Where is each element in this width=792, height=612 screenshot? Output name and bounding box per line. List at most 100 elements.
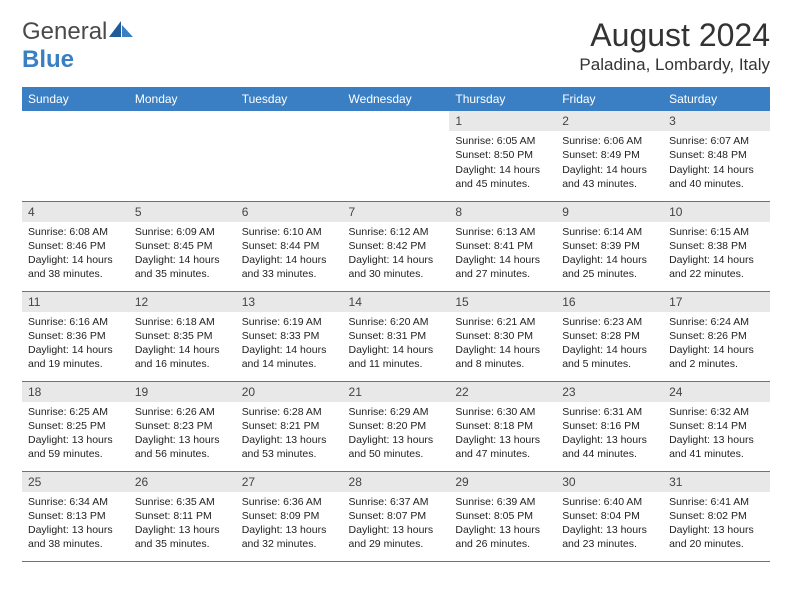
day-cell: 23Sunrise: 6:31 AMSunset: 8:16 PMDayligh…: [556, 381, 663, 471]
day-number: 6: [236, 202, 343, 222]
day-cell: 9Sunrise: 6:14 AMSunset: 8:39 PMDaylight…: [556, 201, 663, 291]
day-number: 25: [22, 472, 129, 492]
day-number: 31: [663, 472, 770, 492]
day-details: Sunrise: 6:06 AMSunset: 8:49 PMDaylight:…: [556, 131, 663, 195]
day-details: Sunrise: 6:08 AMSunset: 8:46 PMDaylight:…: [22, 222, 129, 286]
day-cell: 6Sunrise: 6:10 AMSunset: 8:44 PMDaylight…: [236, 201, 343, 291]
week-row: 4Sunrise: 6:08 AMSunset: 8:46 PMDaylight…: [22, 201, 770, 291]
day-number: 30: [556, 472, 663, 492]
day-number: 24: [663, 382, 770, 402]
day-number: 4: [22, 202, 129, 222]
day-cell: 21Sunrise: 6:29 AMSunset: 8:20 PMDayligh…: [343, 381, 450, 471]
day-cell: 2Sunrise: 6:06 AMSunset: 8:49 PMDaylight…: [556, 111, 663, 201]
day-details: Sunrise: 6:12 AMSunset: 8:42 PMDaylight:…: [343, 222, 450, 286]
day-cell: 11Sunrise: 6:16 AMSunset: 8:36 PMDayligh…: [22, 291, 129, 381]
day-number: 14: [343, 292, 450, 312]
day-details: Sunrise: 6:35 AMSunset: 8:11 PMDaylight:…: [129, 492, 236, 556]
day-number: 17: [663, 292, 770, 312]
day-number: 27: [236, 472, 343, 492]
day-cell: 5Sunrise: 6:09 AMSunset: 8:45 PMDaylight…: [129, 201, 236, 291]
day-cell: ..: [22, 111, 129, 201]
day-details: Sunrise: 6:05 AMSunset: 8:50 PMDaylight:…: [449, 131, 556, 195]
day-cell: 22Sunrise: 6:30 AMSunset: 8:18 PMDayligh…: [449, 381, 556, 471]
weekday-header: Saturday: [663, 87, 770, 111]
day-cell: 28Sunrise: 6:37 AMSunset: 8:07 PMDayligh…: [343, 471, 450, 561]
day-details: Sunrise: 6:31 AMSunset: 8:16 PMDaylight:…: [556, 402, 663, 466]
day-number: 23: [556, 382, 663, 402]
day-details: Sunrise: 6:14 AMSunset: 8:39 PMDaylight:…: [556, 222, 663, 286]
month-title: August 2024: [579, 18, 770, 53]
day-details: Sunrise: 6:10 AMSunset: 8:44 PMDaylight:…: [236, 222, 343, 286]
day-number: 20: [236, 382, 343, 402]
day-cell: 27Sunrise: 6:36 AMSunset: 8:09 PMDayligh…: [236, 471, 343, 561]
day-number: 12: [129, 292, 236, 312]
day-details: Sunrise: 6:28 AMSunset: 8:21 PMDaylight:…: [236, 402, 343, 466]
day-number: 1: [449, 111, 556, 131]
day-details: Sunrise: 6:23 AMSunset: 8:28 PMDaylight:…: [556, 312, 663, 376]
day-cell: 15Sunrise: 6:21 AMSunset: 8:30 PMDayligh…: [449, 291, 556, 381]
day-number: 22: [449, 382, 556, 402]
day-number: 2: [556, 111, 663, 131]
day-details: Sunrise: 6:41 AMSunset: 8:02 PMDaylight:…: [663, 492, 770, 556]
day-details: Sunrise: 6:30 AMSunset: 8:18 PMDaylight:…: [449, 402, 556, 466]
day-cell: 14Sunrise: 6:20 AMSunset: 8:31 PMDayligh…: [343, 291, 450, 381]
day-details: Sunrise: 6:37 AMSunset: 8:07 PMDaylight:…: [343, 492, 450, 556]
week-row: 18Sunrise: 6:25 AMSunset: 8:25 PMDayligh…: [22, 381, 770, 471]
day-details: Sunrise: 6:13 AMSunset: 8:41 PMDaylight:…: [449, 222, 556, 286]
day-cell: 29Sunrise: 6:39 AMSunset: 8:05 PMDayligh…: [449, 471, 556, 561]
day-number: 9: [556, 202, 663, 222]
day-cell: 8Sunrise: 6:13 AMSunset: 8:41 PMDaylight…: [449, 201, 556, 291]
day-number: 15: [449, 292, 556, 312]
brand-word1: General: [22, 18, 107, 45]
day-number: 28: [343, 472, 450, 492]
brand-logo: General Blue: [22, 18, 135, 74]
weekday-header: Tuesday: [236, 87, 343, 111]
day-number: 5: [129, 202, 236, 222]
weekday-header: Wednesday: [343, 87, 450, 111]
weekday-header-row: SundayMondayTuesdayWednesdayThursdayFrid…: [22, 87, 770, 111]
day-cell: 30Sunrise: 6:40 AMSunset: 8:04 PMDayligh…: [556, 471, 663, 561]
day-cell: 31Sunrise: 6:41 AMSunset: 8:02 PMDayligh…: [663, 471, 770, 561]
day-details: Sunrise: 6:09 AMSunset: 8:45 PMDaylight:…: [129, 222, 236, 286]
day-details: Sunrise: 6:19 AMSunset: 8:33 PMDaylight:…: [236, 312, 343, 376]
day-details: Sunrise: 6:29 AMSunset: 8:20 PMDaylight:…: [343, 402, 450, 466]
calendar-table: SundayMondayTuesdayWednesdayThursdayFrid…: [22, 87, 770, 562]
weekday-header: Sunday: [22, 87, 129, 111]
week-row: 25Sunrise: 6:34 AMSunset: 8:13 PMDayligh…: [22, 471, 770, 561]
day-details: Sunrise: 6:39 AMSunset: 8:05 PMDaylight:…: [449, 492, 556, 556]
day-cell: 17Sunrise: 6:24 AMSunset: 8:26 PMDayligh…: [663, 291, 770, 381]
brand-word2: Blue: [22, 46, 74, 73]
day-details: Sunrise: 6:21 AMSunset: 8:30 PMDaylight:…: [449, 312, 556, 376]
day-number: 8: [449, 202, 556, 222]
day-number: 21: [343, 382, 450, 402]
day-cell: 16Sunrise: 6:23 AMSunset: 8:28 PMDayligh…: [556, 291, 663, 381]
day-cell: 13Sunrise: 6:19 AMSunset: 8:33 PMDayligh…: [236, 291, 343, 381]
day-details: Sunrise: 6:07 AMSunset: 8:48 PMDaylight:…: [663, 131, 770, 195]
day-number: 19: [129, 382, 236, 402]
brand-text: General Blue: [22, 18, 135, 74]
weekday-header: Monday: [129, 87, 236, 111]
day-details: Sunrise: 6:32 AMSunset: 8:14 PMDaylight:…: [663, 402, 770, 466]
day-number: 26: [129, 472, 236, 492]
day-details: Sunrise: 6:15 AMSunset: 8:38 PMDaylight:…: [663, 222, 770, 286]
weekday-header: Thursday: [449, 87, 556, 111]
day-number: 11: [22, 292, 129, 312]
day-number: 18: [22, 382, 129, 402]
day-details: Sunrise: 6:40 AMSunset: 8:04 PMDaylight:…: [556, 492, 663, 556]
day-cell: 25Sunrise: 6:34 AMSunset: 8:13 PMDayligh…: [22, 471, 129, 561]
day-details: Sunrise: 6:25 AMSunset: 8:25 PMDaylight:…: [22, 402, 129, 466]
day-cell: 1Sunrise: 6:05 AMSunset: 8:50 PMDaylight…: [449, 111, 556, 201]
day-details: Sunrise: 6:24 AMSunset: 8:26 PMDaylight:…: [663, 312, 770, 376]
day-details: Sunrise: 6:34 AMSunset: 8:13 PMDaylight:…: [22, 492, 129, 556]
day-cell: 20Sunrise: 6:28 AMSunset: 8:21 PMDayligh…: [236, 381, 343, 471]
sail-icon: [107, 19, 135, 39]
weekday-header: Friday: [556, 87, 663, 111]
day-number: 13: [236, 292, 343, 312]
page-header: General Blue August 2024 Paladina, Lomba…: [22, 18, 770, 75]
day-number: 29: [449, 472, 556, 492]
day-cell: 7Sunrise: 6:12 AMSunset: 8:42 PMDaylight…: [343, 201, 450, 291]
day-number: 16: [556, 292, 663, 312]
day-cell: ..: [343, 111, 450, 201]
calendar-page: General Blue August 2024 Paladina, Lomba…: [0, 0, 792, 580]
day-details: Sunrise: 6:18 AMSunset: 8:35 PMDaylight:…: [129, 312, 236, 376]
